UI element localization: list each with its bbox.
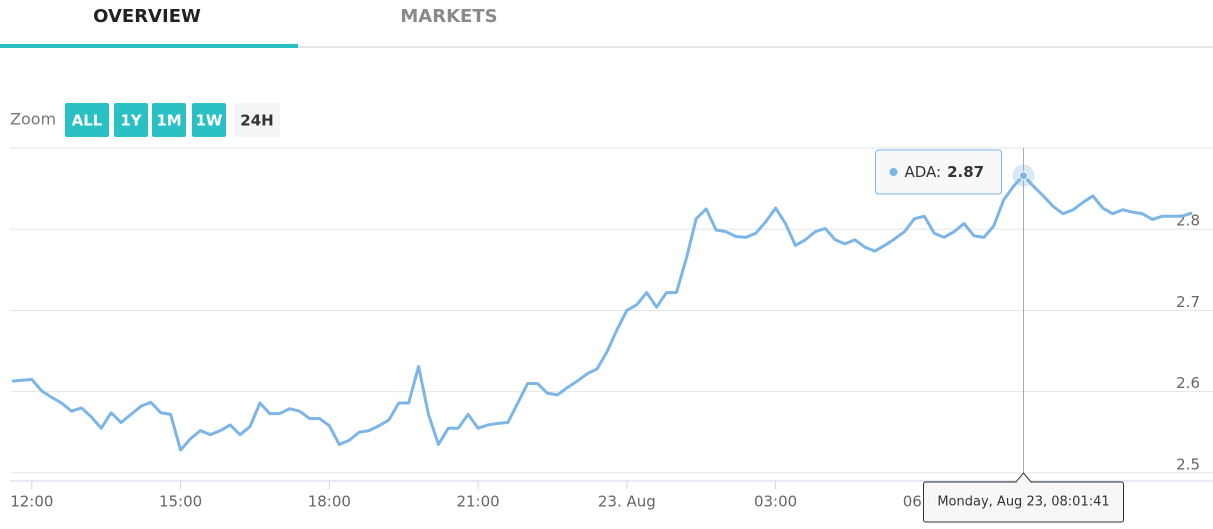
zoom-button-label[interactable]: 1M: [156, 112, 181, 130]
hover-point: [1018, 171, 1028, 181]
x-tick-label: 15:00: [159, 493, 202, 511]
zoom-label: Zoom: [10, 110, 56, 129]
tooltip-text: ADA: 2.87: [904, 163, 984, 181]
x-tick-label: 21:00: [456, 493, 499, 511]
tooltip-marker: [889, 168, 898, 176]
x-tick-label: 03:00: [754, 493, 797, 511]
tooltip-box: [874, 149, 1002, 195]
zoom-button[interactable]: [152, 103, 186, 137]
y-tick-label: 2.5: [1176, 455, 1200, 473]
tab[interactable]: OVERVIEW: [93, 6, 201, 27]
price-line: [11, 174, 1193, 452]
tooltip-label: ADA:: [904, 163, 941, 181]
y-tick-label: 2.7: [1176, 293, 1200, 311]
x-tick-label: 23. Aug: [598, 493, 656, 511]
zoom-button[interactable]: [114, 103, 148, 137]
zoom-button-label[interactable]: 1W: [196, 112, 223, 130]
zoom-button-label[interactable]: 24H: [240, 112, 273, 130]
y-tick-label: 2.6: [1176, 374, 1200, 392]
x-tick-label: 18:00: [308, 493, 351, 511]
zoom-button-label[interactable]: ALL: [72, 112, 103, 130]
tooltip-value: 2.87: [947, 163, 984, 181]
x-tick-label: 12:00: [10, 493, 53, 511]
zoom-button[interactable]: [234, 103, 280, 137]
time-tooltip-text: Monday, Aug 23, 08:01:41: [937, 495, 1109, 510]
tab[interactable]: MARKETS: [400, 6, 497, 27]
zoom-button[interactable]: [65, 103, 109, 137]
zoom-button[interactable]: [192, 103, 226, 137]
active-tab-underline: [0, 44, 298, 48]
zoom-button-label[interactable]: 1Y: [120, 112, 142, 130]
time-tooltip-pointer: [1015, 472, 1032, 483]
